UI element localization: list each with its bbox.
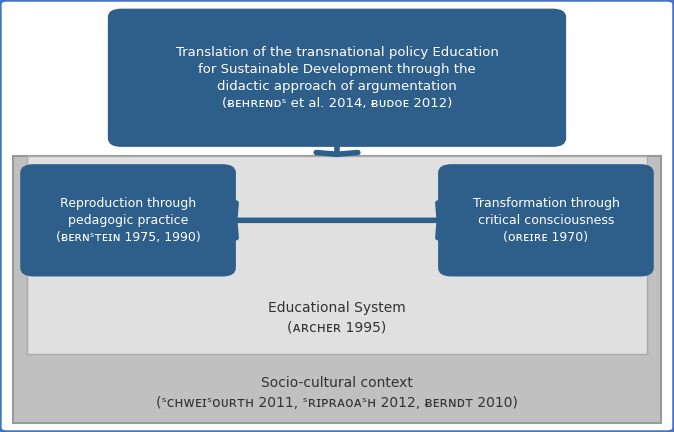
FancyBboxPatch shape	[27, 156, 647, 354]
FancyBboxPatch shape	[13, 156, 661, 423]
Text: Socio-cultural context
(ˢᴄʜᴡᴇɪˢᴏᴜʀᴛʜ 2011, ˢʀɪᴘʀᴀᴏᴀˢʜ 2012, ᴃᴇʀɴᴅᴛ 2010): Socio-cultural context (ˢᴄʜᴡᴇɪˢᴏᴜʀᴛʜ 201…	[156, 376, 518, 410]
Text: Translation of the transnational policy Education
for Sustainable Development th: Translation of the transnational policy …	[175, 46, 499, 110]
Text: Transformation through
critical consciousness
(ᴏʀᴇɪʀᴇ 1970): Transformation through critical consciou…	[472, 197, 619, 244]
Text: Educational System
(ᴀʀᴄʜᴇʀ 1995): Educational System (ᴀʀᴄʜᴇʀ 1995)	[268, 301, 406, 334]
FancyBboxPatch shape	[438, 164, 654, 276]
FancyBboxPatch shape	[20, 164, 236, 276]
Text: Reproduction through
pedagogic practice
(ᴃᴇʀɴˢᴛᴇɪɴ 1975, 1990): Reproduction through pedagogic practice …	[56, 197, 200, 244]
FancyBboxPatch shape	[108, 9, 566, 147]
